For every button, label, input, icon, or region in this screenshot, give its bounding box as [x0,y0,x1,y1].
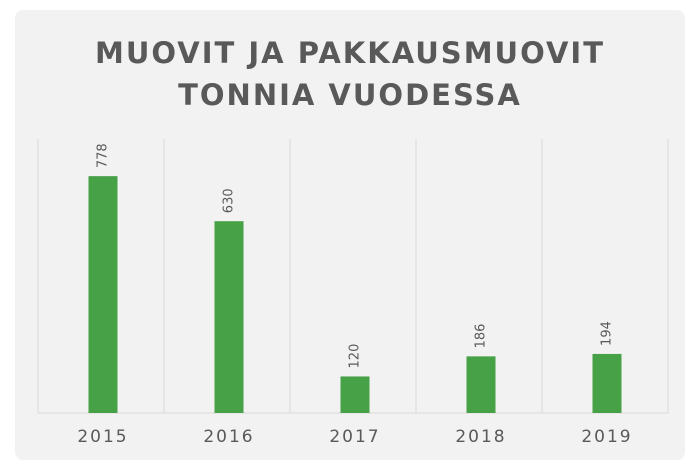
x-tick-label: 2019 [581,427,632,447]
x-tick-label: 2017 [329,427,380,447]
chart-title: TONNIA VUODESSA [178,78,522,112]
x-tick-label: 2015 [77,427,128,447]
value-label: 120 [348,344,363,369]
chart-title: MUOVIT JA PAKKAUSMUOVIT [95,36,605,70]
bar [88,176,118,413]
value-label: 778 [96,143,111,168]
value-label: 186 [474,324,489,349]
bar [214,221,244,413]
bar [592,353,622,413]
bar [340,376,370,413]
x-tick-label: 2016 [203,427,254,447]
chart-background [15,10,685,460]
x-tick-label: 2018 [455,427,506,447]
value-label: 194 [600,321,615,346]
value-label: 630 [222,188,237,213]
bar [466,356,496,413]
